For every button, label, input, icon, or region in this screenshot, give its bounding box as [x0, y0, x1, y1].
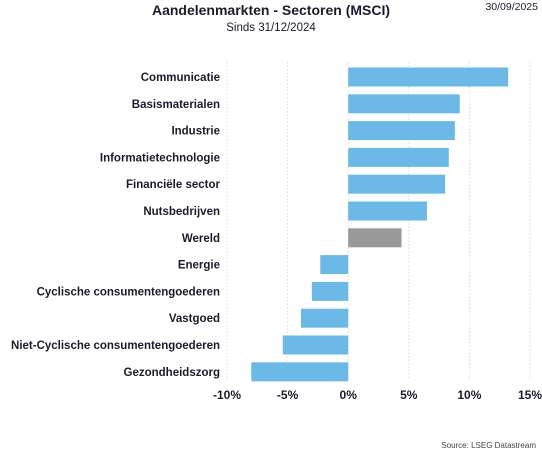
- bar: [348, 174, 446, 194]
- category-label: Cyclische consumentengoederen: [37, 286, 220, 298]
- bar: [251, 362, 349, 382]
- category-label: Industrie: [171, 126, 220, 138]
- x-tick-label: 10%: [457, 388, 481, 402]
- category-label: Nutsbedrijven: [143, 206, 220, 218]
- category-label: Gezondheidszorg: [124, 367, 220, 379]
- bar: [348, 94, 460, 114]
- bar: [282, 335, 349, 355]
- category-label: Basismaterialen: [132, 99, 220, 111]
- x-tick-label: -5%: [277, 388, 299, 402]
- category-label: Financiële sector: [126, 179, 220, 191]
- bar: [300, 308, 349, 328]
- category-label: Informatietechnologie: [100, 152, 220, 164]
- source-note: Source: LSEG Datastream: [441, 441, 536, 450]
- chart-subtitle: Sinds 31/12/2024: [226, 22, 316, 34]
- report-date: 30/09/2025: [485, 1, 538, 13]
- bar: [348, 201, 427, 221]
- x-tick-label: 15%: [518, 388, 542, 402]
- bar: [348, 121, 455, 141]
- bar: [348, 147, 449, 167]
- category-label: Niet-Cyclische consumentengoederen: [11, 340, 220, 352]
- category-label: Wereld: [182, 233, 220, 245]
- bar: [311, 281, 349, 301]
- x-axis-tick-labels: -10% -5% 0% 5% 10% 15%: [213, 388, 542, 402]
- bar: [348, 67, 509, 87]
- category-label: Energie: [178, 260, 220, 272]
- x-tick-label: -10%: [213, 388, 241, 402]
- gridlines: [226, 62, 531, 380]
- category-labels: Communicatie Basismaterialen Industrie Info…: [11, 72, 220, 379]
- x-tick-label: 0%: [340, 388, 358, 402]
- bar: [348, 228, 402, 248]
- category-label: Vastgoed: [169, 313, 220, 325]
- bars: [251, 67, 509, 382]
- x-tick-label: 5%: [400, 388, 418, 402]
- bar: [320, 255, 349, 275]
- chart-title: Aandelenmarkten - Sectoren (MSCI): [151, 2, 391, 18]
- category-label: Communicatie: [141, 72, 220, 84]
